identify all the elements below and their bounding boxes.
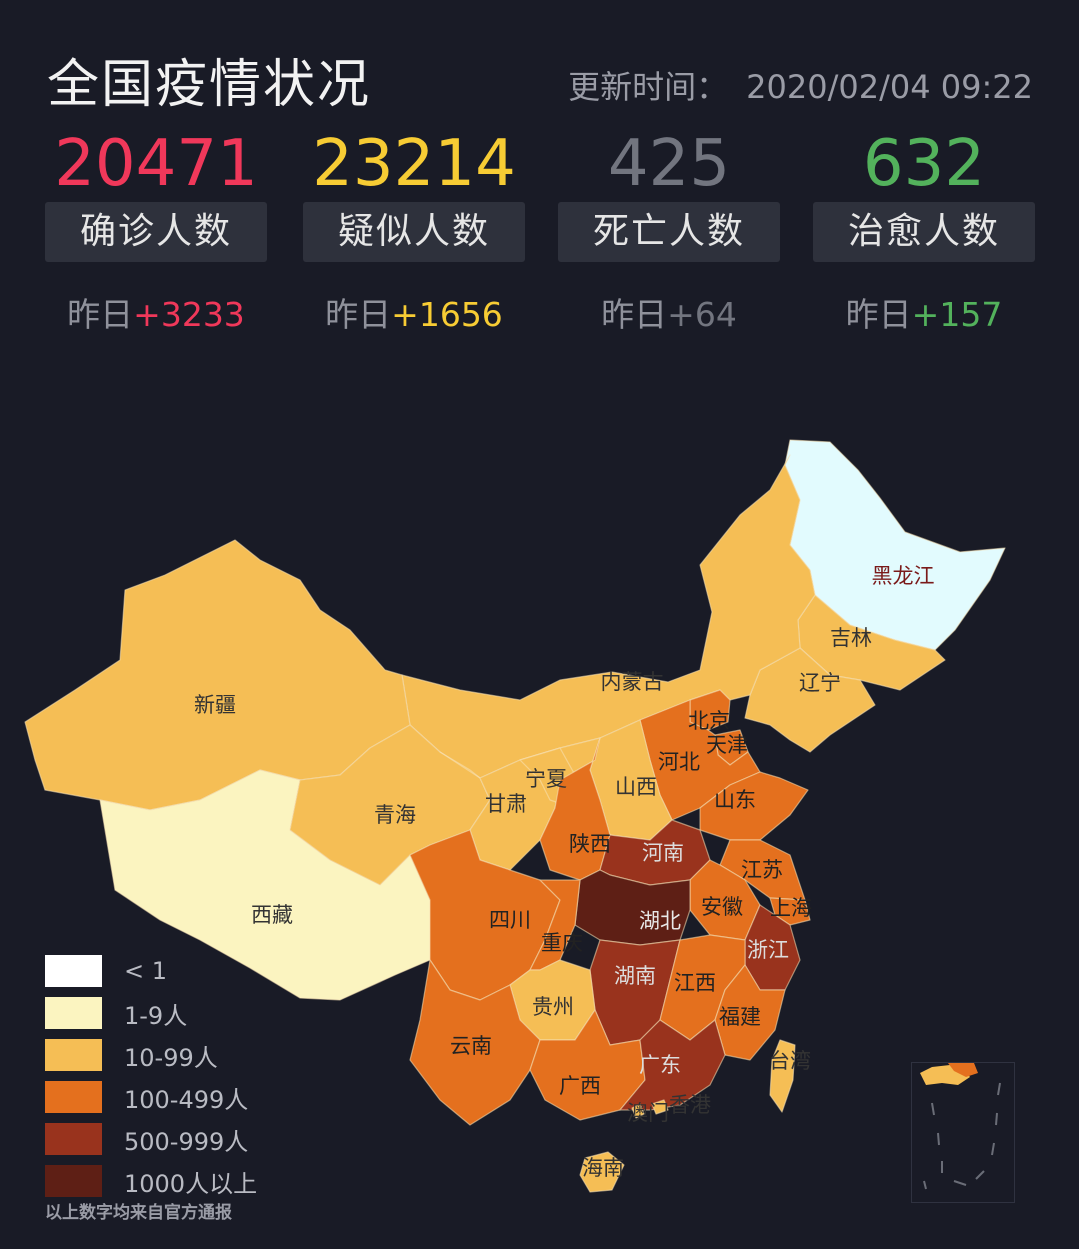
- legend-label: 500-999人: [124, 1127, 249, 1156]
- legend-label: 10-99人: [124, 1043, 218, 1072]
- province-label: 山东: [714, 789, 756, 812]
- province-label: 河北: [658, 751, 700, 774]
- south-china-sea-inset: [911, 1062, 1015, 1203]
- cured-count: 632: [862, 127, 986, 201]
- update-label: 更新时间：: [568, 68, 729, 106]
- suspected-delta: +1656: [391, 295, 503, 334]
- legend-swatch: [45, 1123, 102, 1155]
- suspected-yesterday: 昨日+1656: [303, 288, 525, 336]
- province-label: 海南: [582, 1157, 624, 1180]
- yesterday-label: 昨日: [67, 295, 134, 334]
- stat-suspected: 23214 疑似人数 昨日+1656: [303, 126, 525, 336]
- legend-label: < 1: [124, 957, 168, 985]
- suspected-count: 23214: [312, 127, 516, 201]
- province-label: 湖北: [639, 910, 681, 933]
- province-region[interactable]: [631, 1103, 645, 1119]
- cured-delta: +157: [911, 295, 1003, 334]
- deaths-yesterday: 昨日+64: [558, 288, 780, 336]
- province-label: 陕西: [569, 833, 611, 856]
- province-label: 吉林: [830, 627, 872, 650]
- legend-label: 100-499人: [124, 1085, 249, 1114]
- province-label: 香港: [669, 1094, 711, 1117]
- stat-deaths: 425 死亡人数 昨日+64: [558, 126, 780, 336]
- legend-label: 1000人以上: [124, 1169, 258, 1198]
- update-value: 2020/02/04 09:22: [746, 68, 1033, 106]
- province-region[interactable]: [619, 1019, 726, 1111]
- province-label: 河南: [642, 842, 684, 865]
- confirmed-label[interactable]: 确诊人数: [45, 202, 267, 262]
- province-label: 西藏: [251, 904, 293, 927]
- yesterday-label: 昨日: [601, 295, 668, 334]
- deaths-count: 425: [607, 127, 731, 201]
- south-china-sea-islands: [920, 1063, 1001, 1190]
- province-region[interactable]: [574, 869, 691, 946]
- map-legend: < 1 1-9人 10-99人 100-499人 500-999人 1000人以…: [45, 950, 257, 1202]
- deaths-label[interactable]: 死亡人数: [558, 202, 780, 262]
- suspected-label[interactable]: 疑似人数: [303, 202, 525, 262]
- legend-swatch: [45, 1081, 102, 1113]
- province-region[interactable]: [699, 771, 809, 841]
- province-region[interactable]: [401, 454, 816, 779]
- province-label: 黑龙江: [872, 565, 935, 588]
- province-label: 辽宁: [799, 672, 841, 695]
- province-label: 甘肃: [485, 793, 527, 816]
- province-label: 重庆: [541, 932, 583, 955]
- province-region[interactable]: [714, 964, 786, 1061]
- yesterday-label: 昨日: [325, 295, 392, 334]
- province-label: 江苏: [741, 859, 783, 882]
- legend-swatch: [45, 997, 102, 1029]
- confirmed-yesterday: 昨日+3233: [45, 288, 267, 336]
- province-label: 天津: [706, 734, 748, 757]
- province-label: 安徽: [701, 896, 743, 919]
- province-label: 浙江: [747, 939, 789, 962]
- province-region[interactable]: [744, 647, 876, 753]
- province-label: 台湾: [769, 1050, 811, 1073]
- data-source-note: 以上数字均来自官方通报: [45, 1203, 232, 1223]
- cured-yesterday: 昨日+157: [813, 288, 1035, 336]
- province-region[interactable]: [769, 1039, 796, 1113]
- province-label: 上海: [770, 897, 812, 920]
- province-label: 贵州: [532, 996, 574, 1019]
- stat-confirmed: 20471 确诊人数 昨日+3233: [45, 126, 267, 336]
- province-label: 山西: [615, 776, 657, 799]
- confirmed-count: 20471: [54, 127, 258, 201]
- province-label: 湖南: [614, 965, 656, 988]
- legend-label: 1-9人: [124, 1001, 188, 1030]
- page-title: 全国疫情状况: [47, 55, 372, 115]
- province-label: 广东: [639, 1054, 681, 1077]
- province-label: 北京: [688, 710, 730, 733]
- province-label: 四川: [489, 909, 531, 932]
- province-label: 新疆: [194, 694, 236, 717]
- cured-label[interactable]: 治愈人数: [813, 202, 1035, 262]
- deaths-delta: +64: [667, 295, 737, 334]
- yesterday-label: 昨日: [845, 295, 912, 334]
- update-time: 更新时间： 2020/02/04 09:22: [550, 62, 1033, 108]
- legend-swatch: [45, 1039, 102, 1071]
- province-label: 宁夏: [525, 768, 567, 791]
- province-region[interactable]: [651, 1099, 669, 1115]
- province-region[interactable]: [579, 1151, 625, 1193]
- province-label: 青海: [374, 804, 416, 827]
- legend-swatch: [45, 955, 102, 987]
- province-label: 内蒙古: [601, 671, 664, 694]
- confirmed-delta: +3233: [133, 295, 245, 334]
- province-label: 云南: [450, 1035, 492, 1058]
- legend-swatch: [45, 1165, 102, 1197]
- province-label: 广西: [559, 1075, 601, 1098]
- province-label: 福建: [719, 1006, 761, 1029]
- province-label: 江西: [674, 972, 716, 995]
- stat-cured: 632 治愈人数 昨日+157: [813, 126, 1035, 336]
- province-label: 澳门: [627, 1102, 669, 1125]
